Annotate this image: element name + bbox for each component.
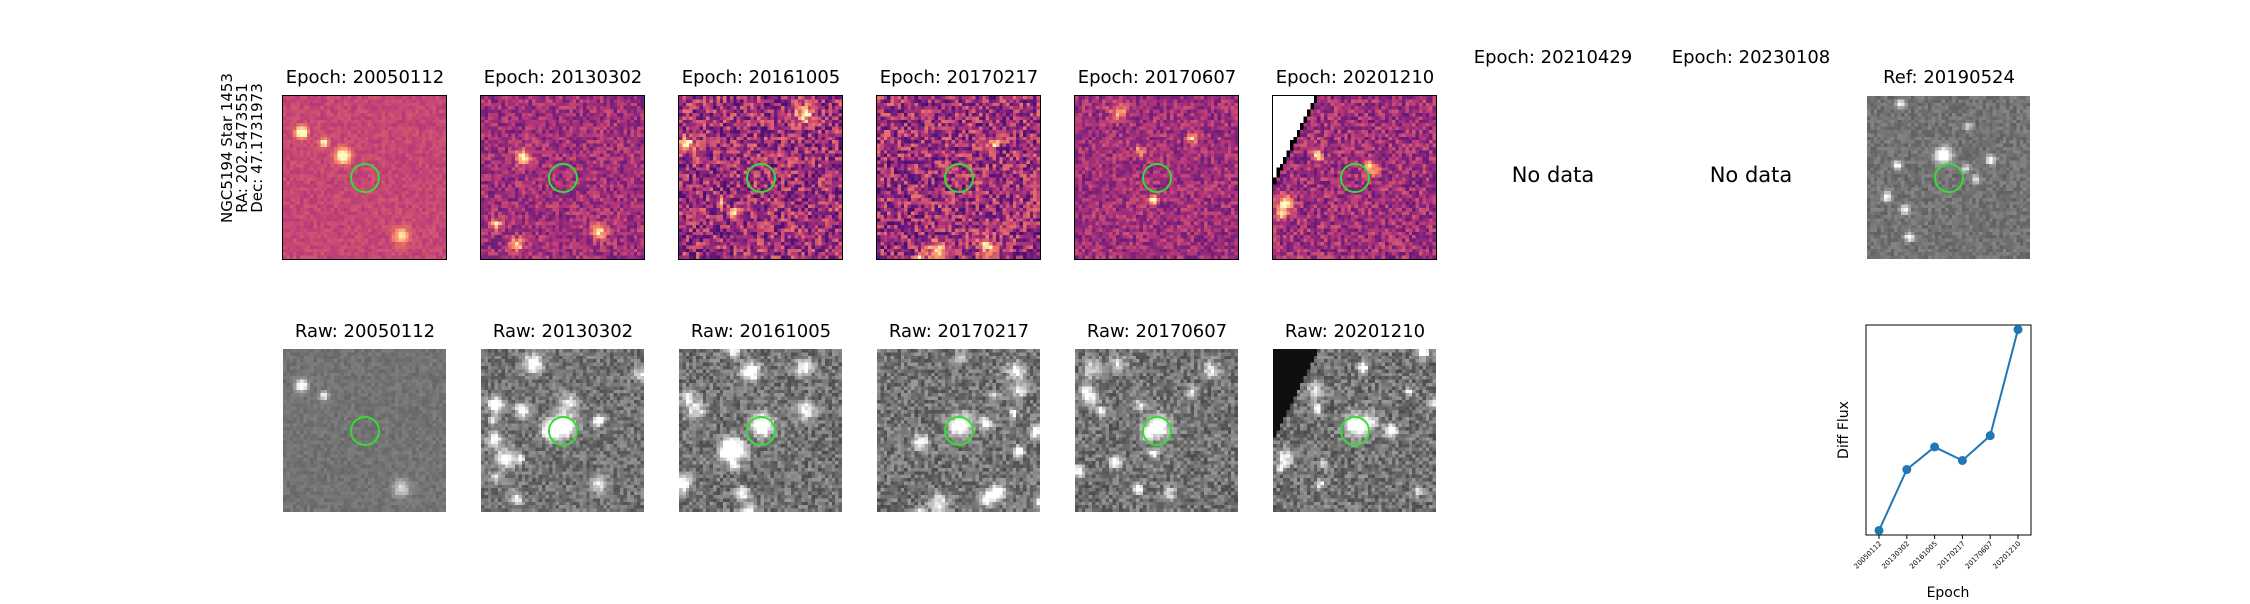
- aperture-circle-icon: [1339, 162, 1370, 193]
- raw-image-5[interactable]: [1272, 348, 1437, 513]
- x-ticks: 2005011220130302201610052017021720170607…: [1853, 535, 2023, 571]
- aperture-circle-icon: [1339, 415, 1370, 446]
- raw-title-2: Raw: 20161005: [690, 321, 832, 342]
- diff-image-1[interactable]: [480, 95, 645, 260]
- aperture-circle-icon: [943, 415, 974, 446]
- data-point[interactable]: [2013, 325, 2023, 335]
- raw-image-3[interactable]: [876, 348, 1041, 513]
- diff-image-5[interactable]: [1272, 95, 1437, 260]
- diff-title-0: Epoch: 20050112: [285, 67, 445, 88]
- diff-title-6: Epoch: 20210429: [1473, 47, 1633, 68]
- x-tick-label: 20170217: [1936, 540, 1967, 571]
- light-curve-chart: 20050112 20130302 20161005 20170217 20170607…: [1820, 320, 2060, 601]
- raw-image-4[interactable]: [1074, 348, 1239, 513]
- y-axis-label: Diff Flux: [1836, 401, 1852, 459]
- x-tick-label: 20161005: [1908, 540, 1939, 571]
- raw-title-4: Raw: 20170607: [1086, 321, 1228, 342]
- aperture-circle-icon: [547, 162, 578, 193]
- aperture-circle-icon: [1141, 162, 1172, 193]
- data-point[interactable]: [1985, 431, 1995, 441]
- series-points: [1874, 325, 2023, 535]
- raw-image-1[interactable]: [480, 348, 645, 513]
- data-point[interactable]: [1930, 442, 1940, 452]
- diff-title-7: Epoch: 20230108: [1671, 47, 1831, 68]
- aperture-circle-icon: [943, 162, 974, 193]
- plot-frame: [1865, 324, 2032, 536]
- x-tick-label: 20170607: [1964, 540, 1995, 571]
- series-line: [1878, 329, 2019, 531]
- diff-title-4: Epoch: 20170607: [1077, 67, 1237, 88]
- raw-title-5: Raw: 20201210: [1284, 321, 1426, 342]
- x-tick-label: 20050112: [1853, 540, 1884, 571]
- data-point[interactable]: [1874, 525, 1884, 535]
- diff-title-2: Epoch: 20161005: [681, 67, 841, 88]
- diff-title-3: Epoch: 20170217: [879, 67, 1039, 88]
- data-point[interactable]: [1902, 465, 1912, 475]
- diff-image-3[interactable]: [876, 95, 1041, 260]
- raw-image-2[interactable]: [678, 348, 843, 513]
- aperture-circle-icon: [547, 415, 578, 446]
- diff-image-2[interactable]: [678, 95, 843, 260]
- ref-image[interactable]: [1866, 95, 2031, 260]
- x-axis-label: Epoch: [1927, 585, 1970, 600]
- aperture-circle-icon: [349, 162, 380, 193]
- aperture-circle-icon: [745, 162, 776, 193]
- raw-title-0: Raw: 20050112: [294, 321, 436, 342]
- raw-image-0[interactable]: [282, 348, 447, 513]
- x-tick-label: 20130302: [1880, 540, 1911, 571]
- diff-title-5: Epoch: 20201210: [1275, 67, 1435, 88]
- aperture-circle-icon: [349, 415, 380, 446]
- no-data-7: No data: [1709, 163, 1793, 187]
- x-tick-label: 20201210: [1992, 540, 2023, 571]
- raw-title-1: Raw: 20130302: [492, 321, 634, 342]
- diff-title-1: Epoch: 20130302: [483, 67, 643, 88]
- diff-image-4[interactable]: [1074, 95, 1239, 260]
- diff-image-0[interactable]: [282, 95, 447, 260]
- aperture-circle-icon: [1933, 162, 1964, 193]
- aperture-circle-icon: [745, 415, 776, 446]
- data-point[interactable]: [1957, 455, 1967, 465]
- raw-title-3: Raw: 20170217: [888, 321, 1030, 342]
- aperture-circle-icon: [1141, 415, 1172, 446]
- light-curve-svg: 2005011220130302201610052017021720170607…: [1836, 324, 2032, 601]
- no-data-6: No data: [1511, 163, 1595, 187]
- ref-title: Ref: 20190524: [1883, 67, 2015, 88]
